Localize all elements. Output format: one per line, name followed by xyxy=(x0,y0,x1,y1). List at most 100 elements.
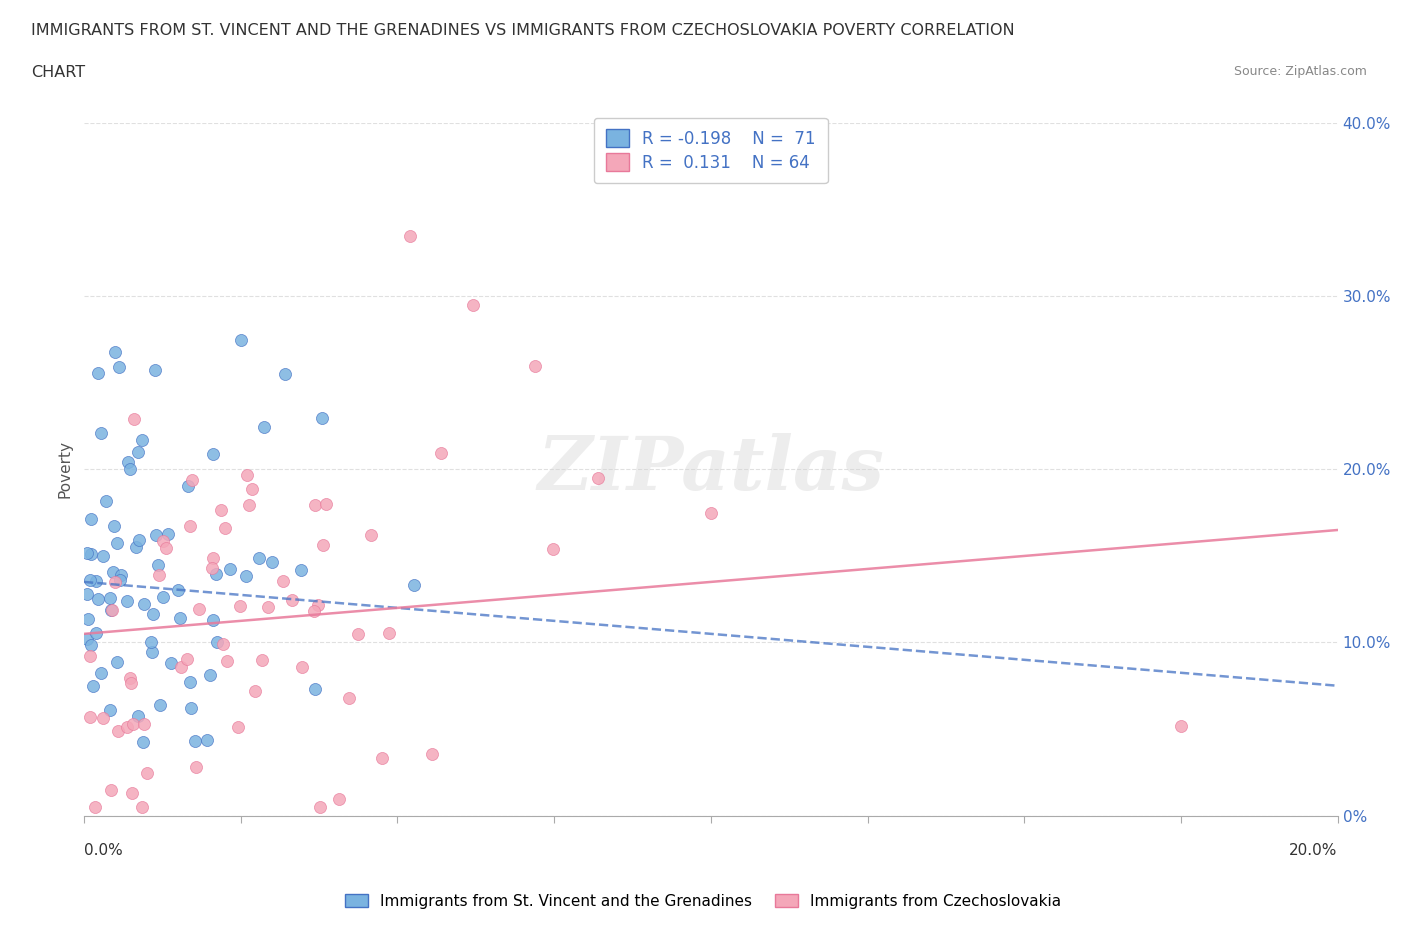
Point xyxy=(132,735,155,750)
Point xyxy=(100,602,122,617)
Point xyxy=(187,602,209,617)
Point xyxy=(139,634,162,649)
Point xyxy=(110,567,132,582)
Point xyxy=(157,526,180,541)
Point xyxy=(90,665,112,680)
Point xyxy=(212,637,235,652)
Point xyxy=(304,498,326,512)
Point xyxy=(315,497,337,512)
Point xyxy=(291,660,314,675)
Point xyxy=(195,732,218,747)
Point xyxy=(214,521,236,536)
Point xyxy=(290,563,312,578)
Point xyxy=(253,419,276,434)
Point xyxy=(76,546,98,561)
Point xyxy=(122,412,145,427)
Point xyxy=(170,659,193,674)
Point xyxy=(84,626,107,641)
Point xyxy=(115,593,138,608)
Point xyxy=(252,652,274,667)
Point xyxy=(160,656,183,671)
Point xyxy=(177,479,200,494)
Point xyxy=(219,562,242,577)
Point xyxy=(115,720,138,735)
Point xyxy=(228,720,250,735)
Point xyxy=(273,366,295,381)
Y-axis label: Poverty: Poverty xyxy=(58,441,72,498)
Point xyxy=(122,717,145,732)
Point xyxy=(101,565,124,579)
Point xyxy=(700,505,723,520)
Point xyxy=(360,527,382,542)
Point xyxy=(142,606,165,621)
Point xyxy=(180,701,202,716)
Point xyxy=(127,709,149,724)
Point xyxy=(184,759,207,774)
Point xyxy=(202,613,225,628)
Point xyxy=(260,554,283,569)
Point xyxy=(243,684,266,698)
Point xyxy=(76,611,98,626)
Legend: Immigrants from St. Vincent and the Grenadines, Immigrants from Czechoslovakia: Immigrants from St. Vincent and the Gren… xyxy=(339,887,1067,915)
Point xyxy=(146,557,169,572)
Point xyxy=(209,502,232,517)
Point xyxy=(141,644,163,659)
Text: Source: ZipAtlas.com: Source: ZipAtlas.com xyxy=(1233,65,1367,78)
Point xyxy=(135,766,157,781)
Point xyxy=(420,747,443,762)
Point xyxy=(304,604,326,618)
Point xyxy=(181,472,204,487)
Point xyxy=(93,711,115,725)
Point xyxy=(86,591,108,606)
Point xyxy=(337,690,360,705)
Point xyxy=(94,494,117,509)
Point xyxy=(118,461,141,476)
Point xyxy=(132,596,155,611)
Point xyxy=(204,567,226,582)
Point xyxy=(202,551,225,565)
Point xyxy=(201,560,224,575)
Point xyxy=(378,625,401,640)
Point xyxy=(120,671,142,686)
Point xyxy=(201,446,224,461)
Point xyxy=(370,751,392,765)
Point xyxy=(169,611,191,626)
Point xyxy=(155,540,177,555)
Text: CHART: CHART xyxy=(31,65,84,80)
Point xyxy=(257,600,280,615)
Point xyxy=(311,410,333,425)
Point xyxy=(524,358,547,373)
Point xyxy=(179,518,201,533)
Point xyxy=(215,654,238,669)
Point xyxy=(76,587,98,602)
Point xyxy=(98,591,121,605)
Point xyxy=(80,637,103,652)
Point xyxy=(125,539,148,554)
Point xyxy=(87,366,110,381)
Point xyxy=(128,533,150,548)
Point xyxy=(84,800,107,815)
Point xyxy=(312,538,335,552)
Text: ZIPatlas: ZIPatlas xyxy=(537,433,884,506)
Point xyxy=(148,698,170,712)
Point xyxy=(100,782,122,797)
Point xyxy=(143,363,166,378)
Point xyxy=(399,229,422,244)
Point xyxy=(105,536,128,551)
Point xyxy=(179,674,201,689)
Point xyxy=(404,578,426,592)
Point xyxy=(184,733,207,748)
Point xyxy=(152,590,174,604)
Point xyxy=(131,432,153,447)
Point xyxy=(205,635,228,650)
Point xyxy=(145,527,167,542)
Text: 0.0%: 0.0% xyxy=(84,844,122,858)
Point xyxy=(104,575,127,590)
Point xyxy=(132,717,155,732)
Point xyxy=(82,678,104,693)
Point xyxy=(131,800,153,815)
Point xyxy=(152,534,174,549)
Point xyxy=(280,592,302,607)
Point xyxy=(110,573,132,588)
Point xyxy=(100,603,122,618)
